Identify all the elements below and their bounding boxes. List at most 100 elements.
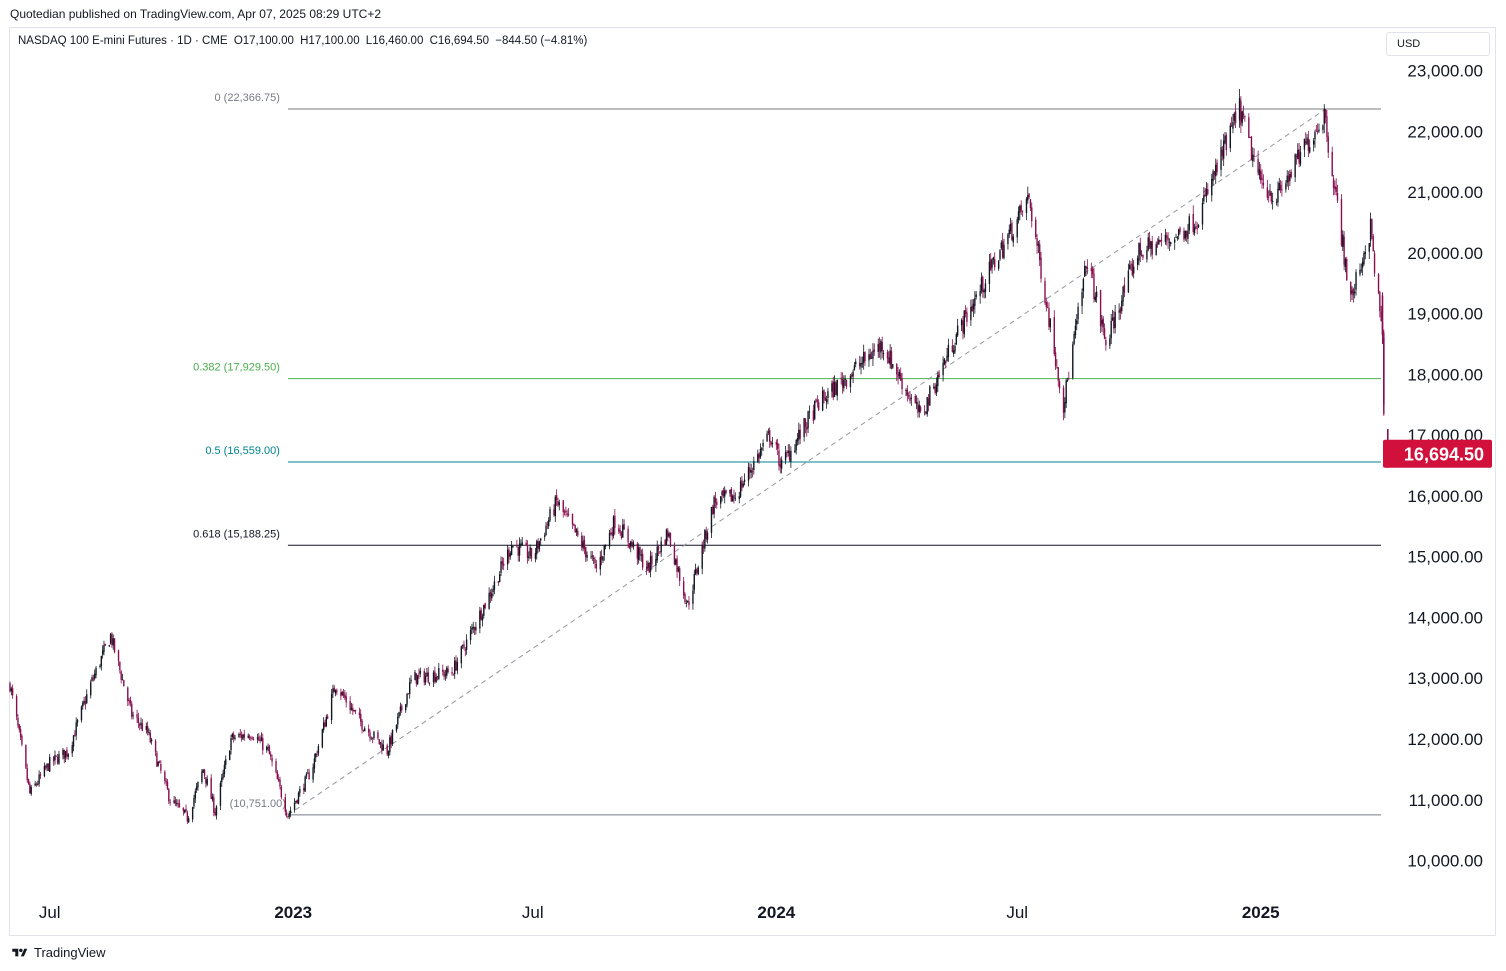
candle-body [1373, 253, 1376, 274]
candle-body [1122, 286, 1124, 302]
candle-body [111, 633, 113, 646]
time-tick-label: Jul [39, 903, 61, 922]
candle-body [1121, 300, 1123, 312]
candle-body [250, 737, 252, 739]
candle-body [1151, 241, 1153, 255]
price-tick-label: 13,000.00 [1407, 669, 1483, 688]
candle-body [1238, 98, 1241, 121]
price-tick-label: 14,000.00 [1407, 608, 1483, 627]
candle-body [1136, 258, 1139, 265]
candle-body [1232, 121, 1234, 129]
candle-body [808, 411, 811, 413]
candle-body [835, 382, 837, 395]
candle-body [512, 545, 514, 547]
currency-button[interactable]: USD [1386, 32, 1490, 56]
candle-body [1213, 171, 1216, 175]
candle-body [1049, 318, 1051, 328]
candle-body [140, 722, 142, 726]
candle-body [1103, 328, 1106, 339]
candle-body [315, 753, 317, 758]
candle-body [974, 297, 976, 306]
last-price-label: 16,694.50 [1404, 445, 1484, 465]
trend-line[interactable] [287, 108, 1326, 816]
candle-body [1371, 219, 1373, 236]
brand-name: TradingView [34, 945, 106, 960]
time-axis[interactable]: Jul 2023 Jul 2024 Jul 2025 [39, 903, 1280, 922]
candle-body [1326, 116, 1328, 137]
candle-body [627, 528, 629, 543]
time-tick-label: 2024 [757, 903, 795, 922]
candle-body [1085, 266, 1087, 268]
candle-body [299, 788, 301, 794]
candle-body [1035, 219, 1037, 237]
candle-body [1229, 125, 1231, 149]
candle-body [21, 735, 23, 745]
candle-body [536, 541, 538, 555]
candle-body [203, 769, 206, 776]
candle-body [933, 386, 935, 389]
candle-body [1164, 234, 1167, 243]
candle-body [1064, 402, 1066, 413]
price-tick-label: 11,000.00 [1409, 791, 1483, 810]
candle-body [833, 381, 836, 397]
candle-body [731, 496, 734, 502]
fib-retracement[interactable]: 0 (22,366.75) 0.382 (17,929.50) 0.5 (16,55… [193, 92, 1381, 816]
candle-body [455, 660, 457, 671]
candle-body [1244, 116, 1246, 118]
candle-body [364, 728, 366, 732]
candle-body [1260, 171, 1262, 181]
chart-frame[interactable] [9, 27, 1496, 936]
candle-body [886, 352, 889, 359]
candle-body [1147, 237, 1149, 250]
candle-body [30, 786, 32, 795]
candle-body [1261, 177, 1263, 181]
candle-body [741, 480, 743, 489]
candle-body [410, 679, 412, 682]
candle-body [479, 610, 481, 629]
candle-body [432, 672, 435, 683]
footer-brand[interactable]: TradingView [10, 945, 106, 960]
candle-body [1146, 250, 1148, 260]
price-axis[interactable]: 10,000.00 11,000.00 12,000.00 13,000.00 14,0… [1407, 62, 1483, 871]
candle-body [1129, 265, 1131, 270]
candle-body [947, 344, 950, 358]
candle-body [1379, 292, 1381, 312]
candle-body [232, 734, 235, 739]
candle-body [1368, 243, 1370, 252]
candle-body [1354, 291, 1356, 294]
candle-body [1183, 230, 1185, 240]
candle-body [909, 397, 911, 401]
candle-body [17, 717, 19, 726]
candle-body [407, 693, 410, 695]
candle-body [860, 362, 862, 368]
candle-body [58, 754, 60, 764]
candle-body [1187, 230, 1189, 239]
candle-body [873, 349, 875, 352]
candle-body [248, 736, 251, 739]
candle-body [285, 812, 288, 816]
candle-body [945, 361, 947, 364]
candle-body [585, 547, 587, 557]
candle-body [669, 532, 672, 547]
candle-body [139, 724, 141, 726]
symbol-name[interactable]: NASDAQ 100 E-mini Futures · 1D · CME [18, 35, 228, 47]
candle-body [676, 558, 678, 572]
candle-body [787, 450, 789, 453]
candle-body [492, 589, 494, 593]
candle-body [149, 732, 151, 743]
candle-body [1240, 100, 1242, 126]
candle-body [660, 541, 662, 553]
candle-body [446, 667, 448, 676]
candle-body [510, 545, 513, 555]
candle-body [925, 412, 927, 414]
candle-body [668, 533, 670, 537]
candle-body [862, 352, 865, 363]
candle-body [714, 497, 717, 503]
candle-body [870, 357, 873, 359]
candle-body [849, 375, 852, 387]
candle-body [1269, 190, 1271, 196]
candle-body [743, 479, 746, 482]
candle-body [864, 351, 866, 362]
candle-body [308, 772, 310, 780]
